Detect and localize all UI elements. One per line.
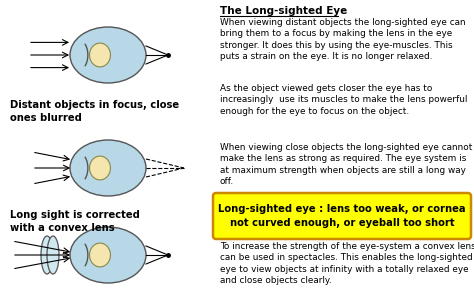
Ellipse shape — [70, 140, 146, 196]
Ellipse shape — [70, 27, 146, 83]
Ellipse shape — [70, 227, 146, 283]
Ellipse shape — [90, 243, 110, 267]
Text: When viewing close objects the long-sighted eye cannot
make the lens as strong a: When viewing close objects the long-sigh… — [220, 143, 473, 186]
FancyBboxPatch shape — [213, 193, 471, 239]
Text: To increase the strength of the eye-system a convex lens
can be used in spectacl: To increase the strength of the eye-syst… — [220, 242, 474, 285]
Text: Distant objects in focus, close
ones blurred: Distant objects in focus, close ones blu… — [10, 100, 179, 123]
Ellipse shape — [90, 156, 110, 180]
Text: Long sight is corrected
with a convex lens: Long sight is corrected with a convex le… — [10, 210, 140, 233]
Text: When viewing distant objects the long-sighted eye can
bring them to a focus by m: When viewing distant objects the long-si… — [220, 18, 465, 61]
Ellipse shape — [90, 43, 110, 67]
Text: As the object viewed gets closer the eye has to
increasingly  use its muscles to: As the object viewed gets closer the eye… — [220, 84, 467, 116]
Ellipse shape — [41, 236, 53, 274]
Text: The Long-sighted Eye: The Long-sighted Eye — [220, 6, 347, 16]
Text: Long-sighted eye : lens too weak, or cornea
not curved enough, or eyeball too sh: Long-sighted eye : lens too weak, or cor… — [218, 204, 466, 228]
Ellipse shape — [47, 236, 59, 274]
